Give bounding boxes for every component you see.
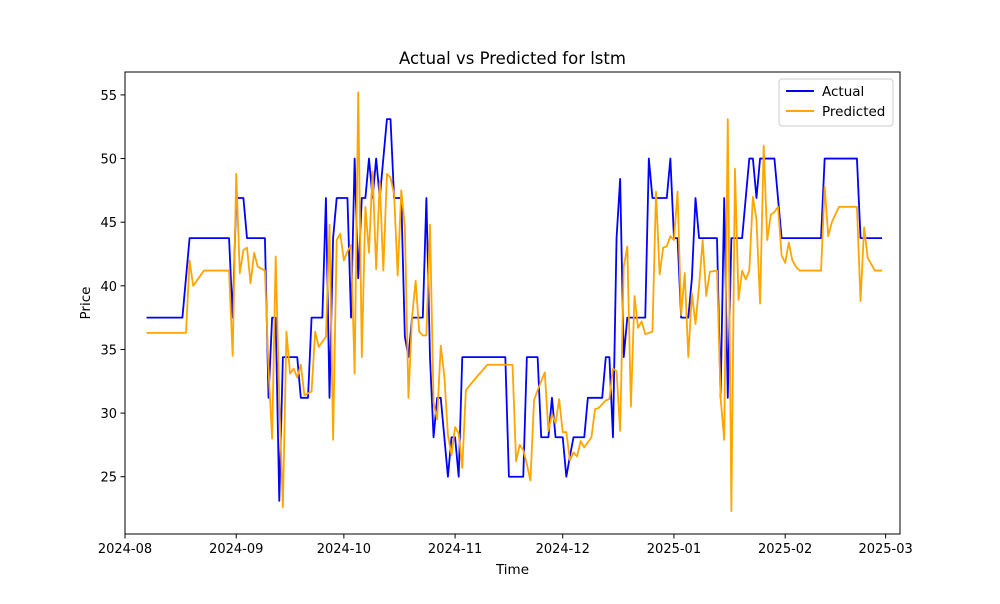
- y-tick-label: 50: [100, 153, 117, 168]
- y-tick-label: 35: [100, 343, 117, 358]
- x-tick-label: 2024-12: [536, 542, 590, 557]
- y-tick-label: 25: [100, 471, 117, 486]
- legend-label-actual: Actual: [822, 84, 864, 100]
- x-axis-ticks: 2024-08 2024-09 2024-10 2024-11 2024-12 2025-…: [98, 534, 913, 557]
- y-tick-label: 55: [100, 89, 117, 104]
- plot-frame: [124, 71, 901, 535]
- y-tick-label: 30: [100, 407, 117, 422]
- y-tick-label: 40: [100, 280, 117, 295]
- y-axis-ticks: 25 30 35 40 45 50 55: [100, 89, 125, 486]
- y-axis-label: Price: [78, 287, 94, 320]
- series-layer: [146, 91, 883, 512]
- x-axis-label: Time: [495, 562, 529, 578]
- x-tick-label: 2025-01: [647, 542, 701, 557]
- x-tick-label: 2024-10: [317, 542, 371, 557]
- series-line-predicted: [146, 91, 883, 512]
- x-tick-label: 2025-02: [758, 542, 812, 557]
- legend: Actual Predicted: [778, 78, 894, 127]
- x-tick-label: 2024-11: [428, 542, 482, 557]
- chart-title: Actual vs Predicted for lstm: [399, 49, 626, 68]
- series-line-actual: [146, 118, 883, 502]
- x-tick-label: 2025-03: [858, 542, 912, 557]
- x-tick-label: 2024-09: [209, 542, 263, 557]
- x-tick-label: 2024-08: [98, 542, 152, 557]
- y-tick-label: 45: [100, 216, 117, 231]
- legend-label-predicted: Predicted: [822, 104, 885, 120]
